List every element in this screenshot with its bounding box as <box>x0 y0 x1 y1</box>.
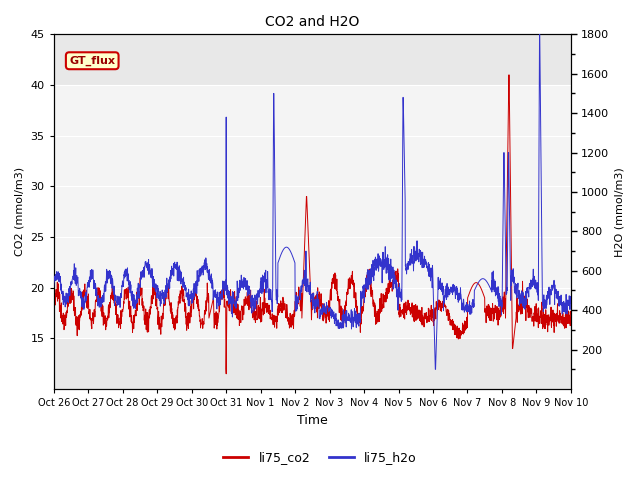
Title: CO2 and H2O: CO2 and H2O <box>265 15 360 29</box>
Text: GT_flux: GT_flux <box>69 56 115 66</box>
Bar <box>54 85 571 288</box>
Y-axis label: CO2 (mmol/m3): CO2 (mmol/m3) <box>15 167 25 256</box>
Bar <box>54 288 571 338</box>
Legend: li75_co2, li75_h2o: li75_co2, li75_h2o <box>218 446 422 469</box>
Y-axis label: H2O (mmol/m3): H2O (mmol/m3) <box>615 167 625 256</box>
X-axis label: Time: Time <box>297 414 328 427</box>
